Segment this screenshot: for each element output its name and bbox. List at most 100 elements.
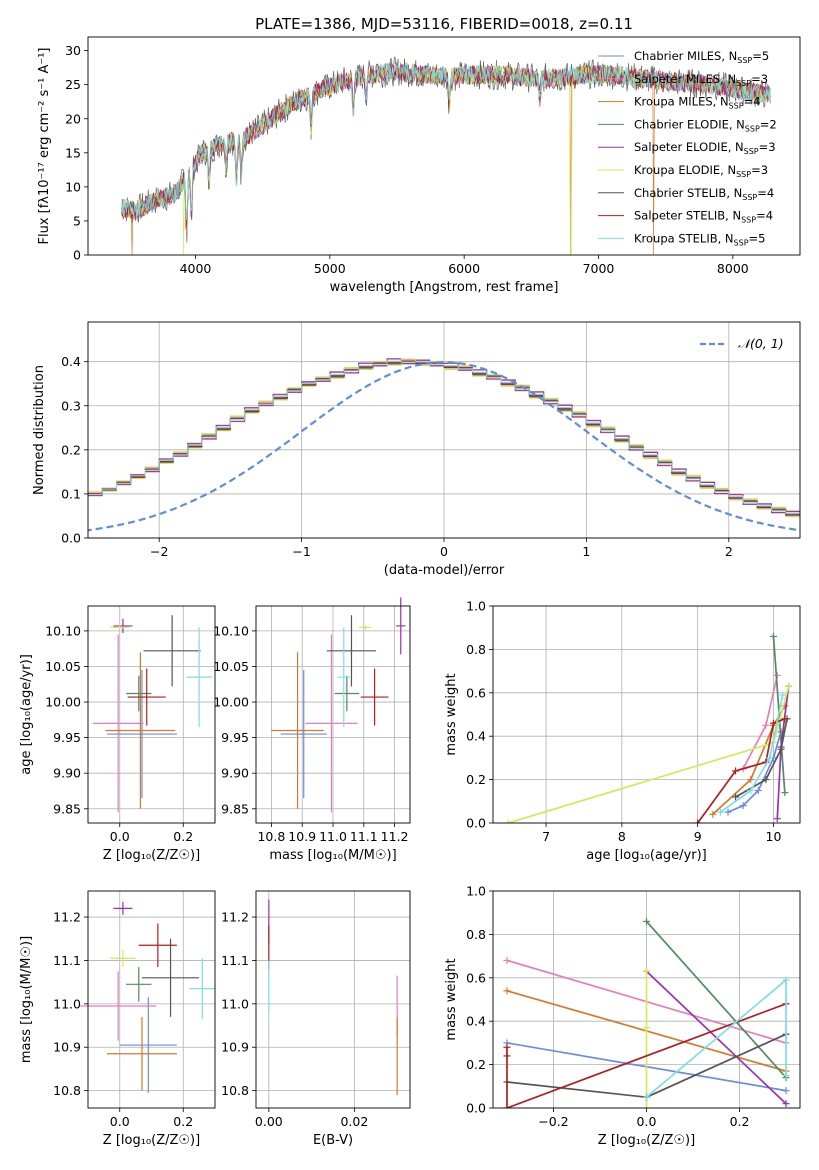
y-tick-label: 0.4	[466, 729, 486, 744]
y-tick-label: 10.05	[213, 659, 249, 674]
legend: Chabrier MILES, NSSP=5 Salpeter MILES, NS…	[598, 49, 777, 247]
axes-frame	[492, 605, 801, 824]
y-tick-label: 1.0	[466, 884, 486, 899]
errorbar-point	[113, 901, 133, 915]
errorbar-point	[110, 949, 136, 967]
errorbar-point	[143, 615, 201, 687]
weight-marker	[747, 776, 755, 784]
x-tick-label: 0.02	[340, 1114, 368, 1129]
weight-marker	[762, 776, 770, 784]
weight-marker	[503, 1043, 511, 1051]
weight-marker	[643, 1093, 650, 1101]
legend-entry: Chabrier STELIB, NSSP=4	[634, 186, 774, 202]
errorbar-point	[359, 625, 372, 630]
x-tick-label: −1	[292, 544, 310, 559]
y-tick-label: 11.2	[221, 910, 249, 925]
errorbar-point	[105, 652, 176, 809]
plot-area	[268, 899, 398, 1095]
axes-frame	[87, 605, 216, 824]
y-tick-label: 0.4	[61, 354, 81, 369]
y-tick-label: 11.1	[53, 953, 81, 968]
histogram-chabrier-stelib	[88, 361, 800, 518]
weight-line-salpeter-stelib	[506, 1003, 787, 1108]
errorbar-point	[396, 597, 406, 655]
weight-line-chabrier-elodie	[645, 920, 787, 1079]
axes-frame	[87, 36, 801, 256]
weight-marker	[643, 1104, 650, 1108]
weight-marker	[773, 815, 781, 823]
y-tick-label: 9.95	[221, 730, 249, 745]
x-tick-label: 7000	[583, 261, 615, 276]
x-tick-label: 4000	[180, 261, 212, 276]
errorbar-point	[141, 938, 200, 1017]
weight-marker	[694, 819, 702, 823]
legend-entry: Chabrier MILES, NSSP=5	[634, 49, 769, 65]
axes-frame	[492, 890, 801, 1109]
errorbar-point	[119, 997, 177, 1093]
weight-marker	[762, 721, 770, 729]
x-tick-label: 0.0	[110, 829, 130, 844]
x-tick-label: 10.9	[288, 829, 316, 844]
weight-marker	[782, 1071, 790, 1079]
errorbar-point	[334, 675, 360, 712]
errorbar-point	[326, 615, 377, 687]
y-axis-label: Normed distribution	[32, 365, 47, 495]
legend-entry: Kroupa ELODIE, NSSP=3	[634, 163, 768, 179]
axes-frame	[255, 890, 411, 1109]
y-tick-label: 0.0	[466, 1101, 486, 1116]
errorbar-point	[126, 966, 152, 1002]
errorbar-point	[138, 923, 177, 967]
histogram-salpeter-elodie	[88, 358, 800, 520]
y-tick-label: 0.1	[61, 486, 81, 501]
errorbar-point	[113, 618, 133, 634]
x-tick-label: 8	[618, 829, 626, 844]
weight-marker	[503, 956, 511, 964]
plot-area	[503, 917, 790, 1108]
x-tick-label: 11.0	[319, 829, 347, 844]
y-tick-label: 15	[65, 145, 81, 160]
errorbar-point	[110, 625, 130, 630]
y-tick-label: 0.0	[466, 816, 486, 831]
y-tick-label: 0.0	[61, 531, 81, 546]
x-tick-label: 7	[542, 829, 550, 844]
x-tick-label: 10.8	[257, 829, 285, 844]
y-tick-label: 10.00	[213, 695, 249, 710]
x-tick-label: 0.0	[110, 1114, 130, 1129]
weight-marker	[503, 1052, 511, 1060]
weight-marker	[766, 754, 774, 762]
x-tick-label: 0	[440, 544, 448, 559]
weight-marker	[739, 802, 747, 810]
weight-line-salpeter-stelib	[697, 718, 786, 823]
weight-marker	[781, 789, 789, 797]
weight-marker	[769, 719, 777, 727]
plot-area	[92, 615, 212, 813]
x-tick-label: 0.2	[173, 829, 193, 844]
y-tick-label: 20	[65, 111, 81, 126]
y-tick-label: 10	[65, 179, 81, 194]
histogram-kroupa-stelib	[88, 360, 800, 518]
weight-marker	[747, 786, 755, 794]
weight-marker	[769, 632, 777, 640]
y-tick-label: 9.85	[221, 801, 249, 816]
histogram-kroupa-elodie	[88, 358, 800, 518]
weight-marker	[777, 745, 785, 753]
errorbar-point	[126, 675, 152, 712]
weight-marker	[782, 976, 790, 984]
weight-marker	[709, 810, 717, 818]
legend-entry: Salpeter ELODIE, NSSP=3	[634, 140, 776, 156]
weight-marker	[754, 786, 762, 794]
y-tick-label: 9.85	[53, 801, 81, 816]
errorbar-point	[92, 634, 144, 813]
panel-age_vs_mass: 10.8 10.9 11.0 11.1 11.2 9.85 9.90 9.95 10.00 10.…	[213, 597, 411, 863]
x-axis-label: Z [log₁₀(Z/Z☉)]	[103, 1133, 200, 1148]
weight-line-salpeter-miles	[742, 675, 779, 770]
plot-area	[121, 56, 771, 255]
y-tick-label: 10.10	[45, 623, 81, 638]
panel-age_vs_Z: 0.0 0.2 9.85 9.90 9.95 10.00 10.05 10.10 Z [log₁…	[19, 605, 216, 863]
x-tick-label: 0.2	[730, 1114, 750, 1129]
plot-area	[504, 632, 793, 823]
x-tick-label: 11.2	[381, 829, 409, 844]
x-tick-label: 8000	[717, 261, 749, 276]
weight-marker	[782, 1087, 790, 1095]
